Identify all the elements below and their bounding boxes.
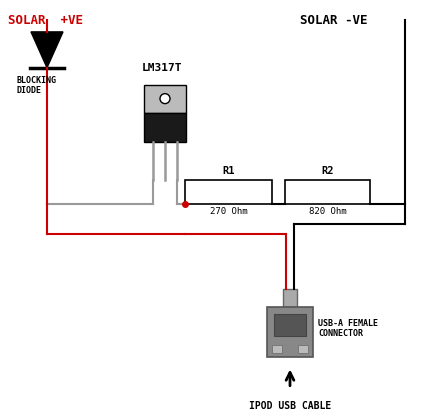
Bar — [266, 307, 312, 357]
Bar — [273, 314, 305, 336]
Polygon shape — [31, 32, 63, 68]
Text: LM317T: LM317T — [141, 63, 182, 73]
Text: BLOCKING
DIODE: BLOCKING DIODE — [17, 76, 57, 95]
Bar — [284, 180, 369, 204]
Bar — [144, 113, 186, 142]
Text: R2: R2 — [321, 166, 333, 176]
Bar — [283, 289, 297, 307]
Text: 820 Ohm: 820 Ohm — [308, 207, 346, 216]
Text: IPOD USB CABLE: IPOD USB CABLE — [248, 401, 330, 411]
Bar — [297, 345, 307, 353]
Text: SOLAR -VE: SOLAR -VE — [299, 14, 367, 27]
Bar — [272, 345, 281, 353]
Text: USB-A FEMALE
CONNECTOR: USB-A FEMALE CONNECTOR — [317, 319, 377, 338]
Text: R1: R1 — [222, 166, 234, 176]
Text: 270 Ohm: 270 Ohm — [209, 207, 247, 216]
Bar — [184, 180, 272, 204]
Bar — [144, 85, 186, 113]
Circle shape — [159, 94, 170, 104]
Text: SOLAR  +VE: SOLAR +VE — [8, 14, 83, 27]
